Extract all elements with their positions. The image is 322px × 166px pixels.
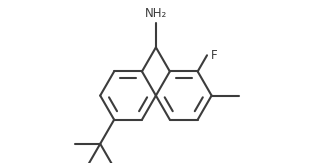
Text: F: F [211, 49, 218, 62]
Text: NH₂: NH₂ [145, 7, 167, 20]
